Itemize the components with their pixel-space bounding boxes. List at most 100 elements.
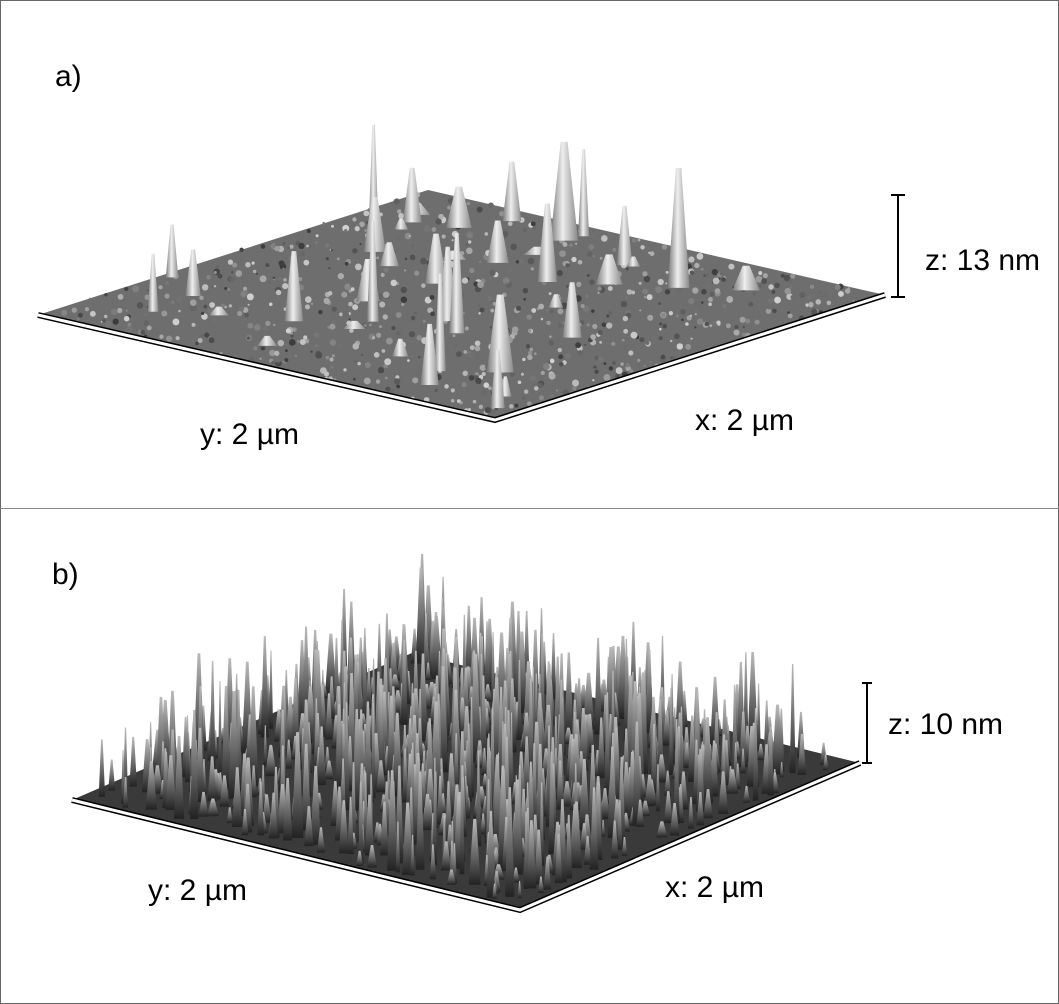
texture [577,350,584,356]
texture [278,260,285,267]
texture [336,343,342,348]
texture [714,288,721,294]
texture [527,351,533,356]
texture [612,361,616,365]
spike [564,652,574,739]
texture [499,210,505,217]
texture [343,368,347,372]
texture [487,295,493,301]
texture [540,317,544,321]
texture [566,285,569,288]
spike [490,349,505,409]
texture [509,404,514,409]
texture [477,281,484,289]
texture [722,304,727,309]
texture [705,273,709,277]
texture [597,356,604,363]
texture [558,361,564,367]
texture [237,310,243,317]
texture [274,350,280,356]
texture [557,308,564,315]
texture [673,333,680,340]
texture [275,289,282,296]
texture [597,286,602,291]
texture [422,319,426,323]
spike [173,735,185,819]
spike [797,733,807,775]
texture [315,241,318,244]
texture [645,340,650,346]
texture [630,331,638,339]
texture [337,272,345,280]
texture [787,311,790,314]
texture [558,354,564,360]
spike [358,781,364,864]
texture [478,312,481,315]
texture [576,281,582,287]
spike [392,338,409,357]
spike [481,747,488,776]
texture [524,389,529,394]
texture [476,206,483,213]
spike [282,777,293,841]
texture [220,303,225,308]
texture [694,262,700,269]
texture [466,201,471,206]
texture [395,312,402,318]
texture [268,281,271,284]
texture [431,227,437,232]
texture [352,377,356,381]
texture [410,315,416,321]
texture [477,304,480,307]
texture [768,284,774,290]
texture [282,241,286,246]
texture [383,267,389,273]
spike [98,739,106,797]
texture [322,222,326,225]
spike [743,785,750,803]
texture [642,288,649,295]
texture [208,337,215,344]
spike [400,639,408,725]
texture [352,224,355,227]
texture [412,377,419,384]
spike [269,792,278,839]
texture [336,257,340,261]
texture [852,299,855,303]
spike [268,650,274,729]
texture [489,326,493,329]
texture [269,349,276,357]
texture [569,243,573,247]
texture [556,269,563,277]
spike [338,800,349,854]
texture [488,202,494,209]
spike [656,821,668,838]
texture [646,294,653,301]
spike [734,763,741,789]
texture [834,284,841,291]
texture [212,318,216,322]
texture [661,313,666,318]
texture [474,345,481,352]
texture [239,247,244,252]
spike [626,256,641,267]
spike [325,693,333,740]
texture [531,308,537,313]
texture [643,295,647,299]
spike [291,732,304,838]
texture [296,339,300,343]
texture [329,357,334,362]
surface-b [71,553,862,914]
texture [522,357,526,362]
texture [745,318,751,324]
texture [631,290,636,295]
texture [590,334,596,340]
spike [756,683,761,752]
texture [265,320,271,327]
texture [761,278,767,284]
texture [774,296,781,304]
spike [480,813,487,835]
texture [171,300,175,304]
spike [527,678,535,783]
texture [217,273,223,279]
